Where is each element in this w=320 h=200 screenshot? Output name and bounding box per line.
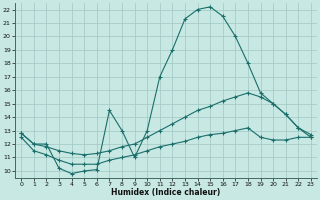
X-axis label: Humidex (Indice chaleur): Humidex (Indice chaleur) [111,188,221,197]
